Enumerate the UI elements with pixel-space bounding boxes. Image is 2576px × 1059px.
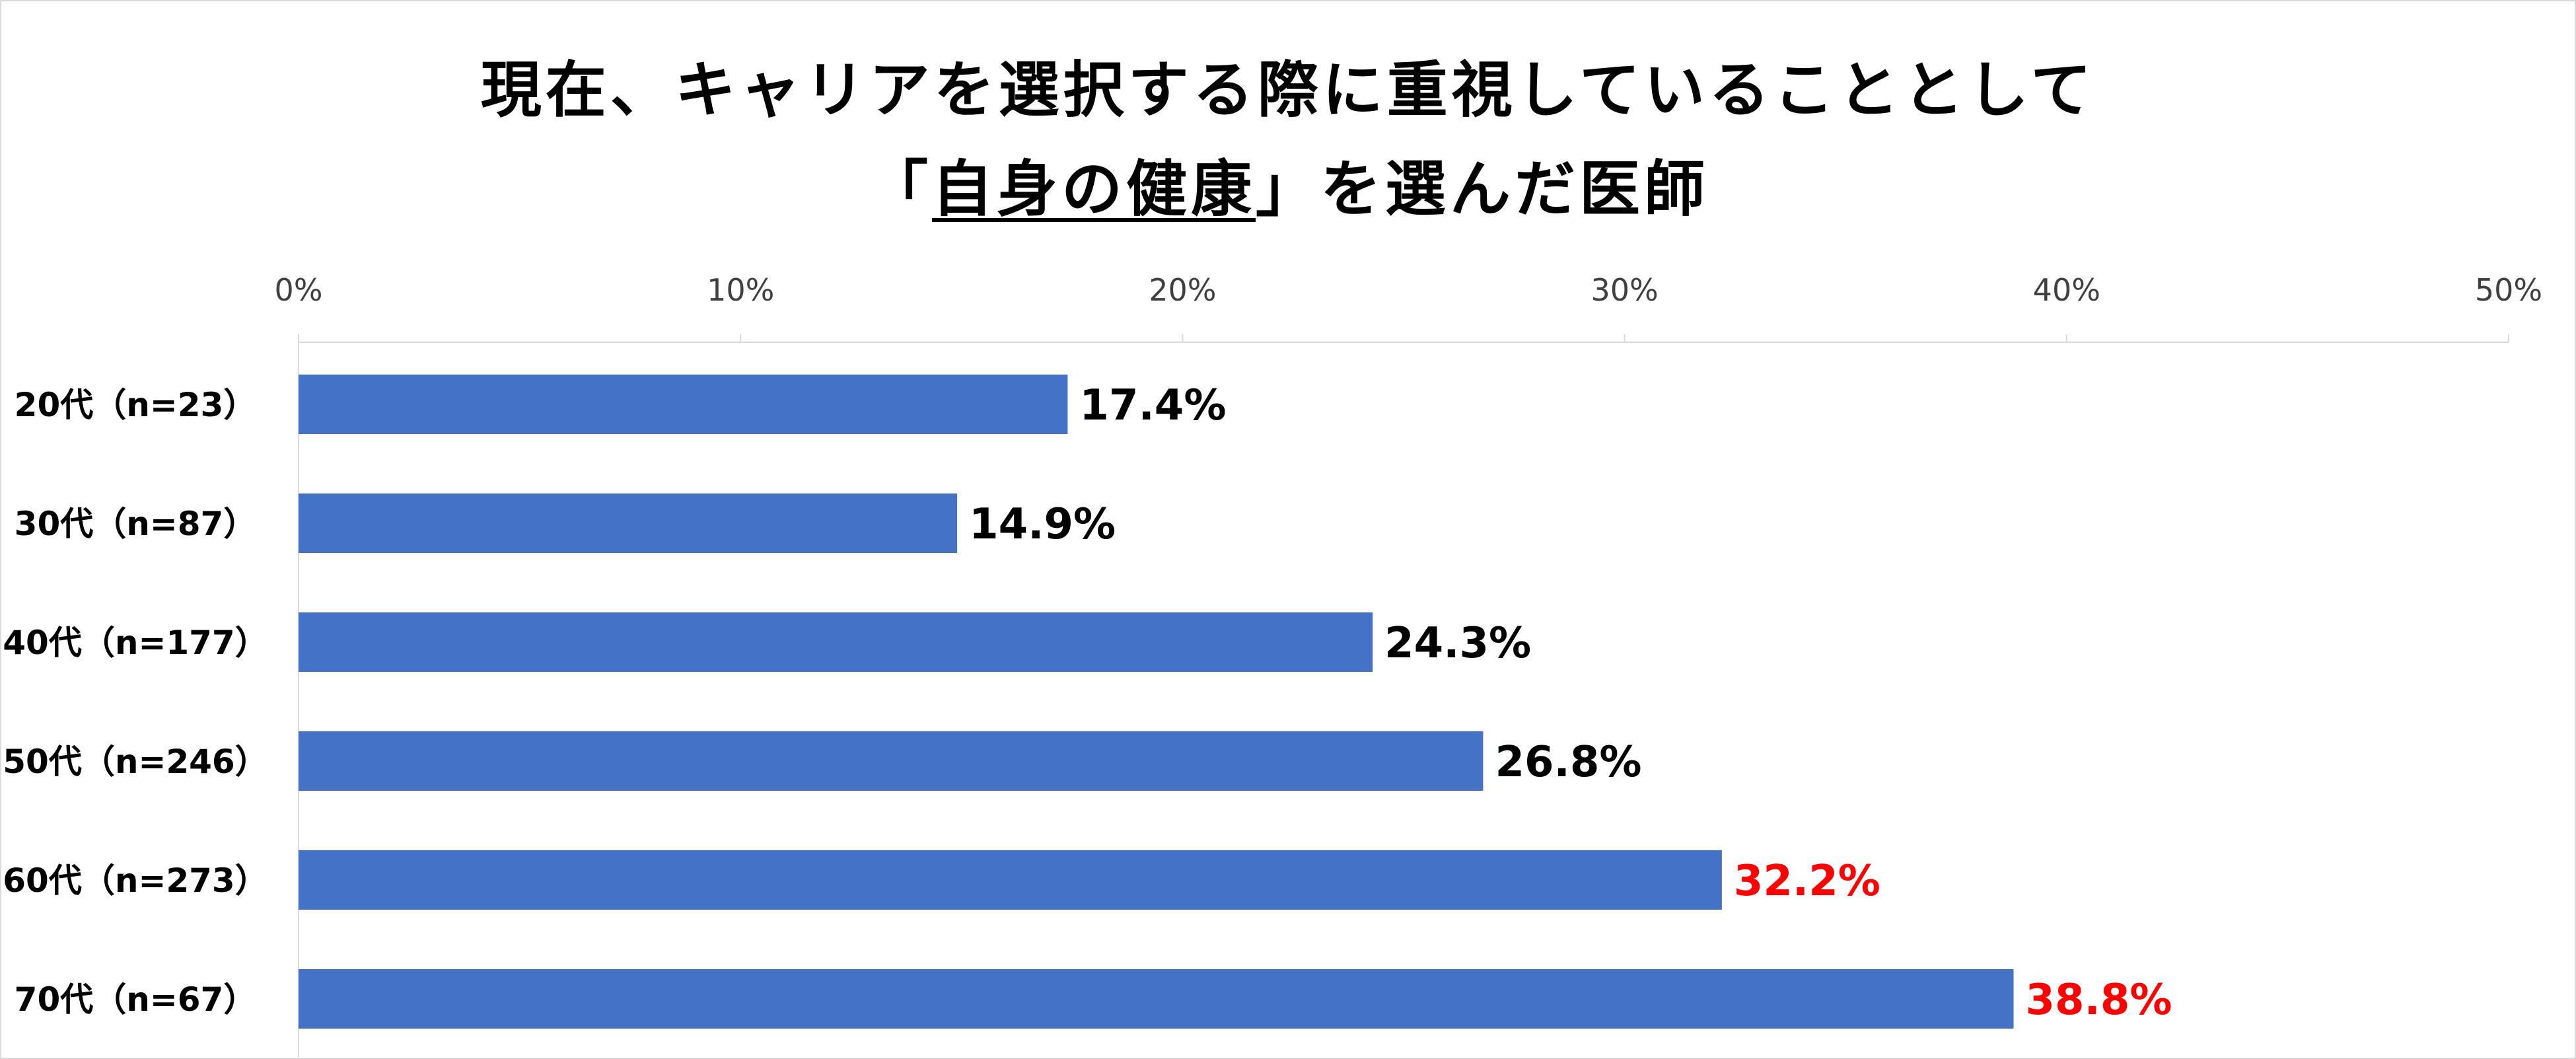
bar xyxy=(299,850,1722,910)
data-label: 24.3% xyxy=(1384,619,1531,668)
data-label: 32.2% xyxy=(1734,857,1880,906)
x-tick-label: 0% xyxy=(275,272,323,308)
data-label: 14.9% xyxy=(969,500,1116,549)
bar xyxy=(299,493,958,553)
chart-title-line1: 現在、キャリアを選択する際に重視していることとして xyxy=(480,55,2096,126)
category-label: 70代（n=67） xyxy=(15,980,257,1019)
data-label: 38.8% xyxy=(2025,976,2172,1025)
title-prefix: 「 xyxy=(867,154,932,225)
category-label: 40代（n=177） xyxy=(3,624,268,662)
x-tick-label: 30% xyxy=(1591,272,1658,308)
data-label: 26.8% xyxy=(1495,738,1641,787)
category-label: 50代（n=246） xyxy=(3,743,268,781)
data-label: 17.4% xyxy=(1079,381,1226,430)
x-tick-label: 20% xyxy=(1149,272,1216,308)
bar xyxy=(299,612,1373,672)
category-label: 60代（n=273） xyxy=(3,861,268,900)
title-suffix: 」を選んだ医師 xyxy=(1256,154,1709,225)
x-tick-label: 40% xyxy=(2033,272,2100,308)
x-tick-label: 50% xyxy=(2475,272,2542,308)
bar xyxy=(299,731,1484,791)
bar xyxy=(299,969,2014,1029)
x-tick-label: 10% xyxy=(707,272,774,308)
category-label: 30代（n=87） xyxy=(15,505,257,543)
bar xyxy=(299,375,1068,434)
title-underlined: 自身の健康 xyxy=(931,154,1256,225)
chart-title-line2: 「自身の健康」を選んだ医師 xyxy=(0,140,2576,228)
category-label: 20代（n=23） xyxy=(15,386,257,424)
